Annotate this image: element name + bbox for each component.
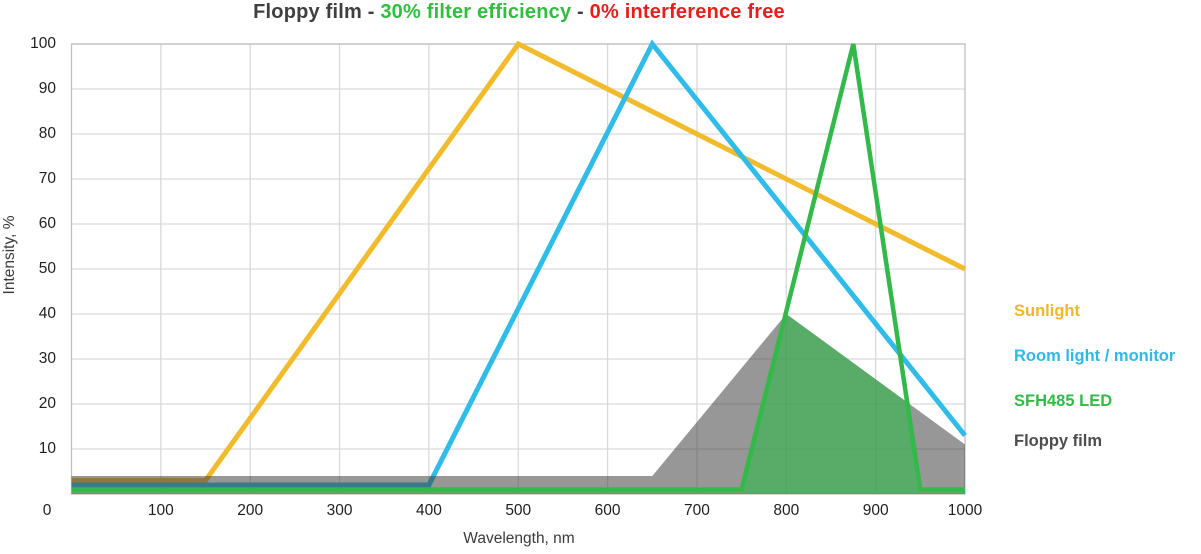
y-tick-30: 30 xyxy=(38,350,56,367)
legend-item-sfh485-led: SFH485 LED xyxy=(1014,392,1113,410)
x-axis-title: Wavelength, nm xyxy=(463,530,575,547)
origin-tick-label: 0 xyxy=(42,502,52,519)
x-tick-1000: 1000 xyxy=(947,502,983,519)
y-tick-60: 60 xyxy=(38,215,56,232)
y-tick-70: 70 xyxy=(38,170,56,187)
y-tick-10: 10 xyxy=(38,440,56,457)
x-tick-500: 500 xyxy=(505,502,532,519)
legend-item-room-light: Room light / monitor xyxy=(1014,347,1176,365)
title-part-floppy-film: Floppy film - xyxy=(253,1,381,23)
y-tick-80: 80 xyxy=(38,125,56,142)
x-tick-900: 900 xyxy=(862,502,889,519)
x-tick-600: 600 xyxy=(594,502,621,519)
y-tick-90: 90 xyxy=(38,80,56,97)
led-floppy-overlap-area xyxy=(71,314,965,494)
chart-title: Floppy film - 30% filter efficiency - 0%… xyxy=(72,1,966,24)
x-tick-700: 700 xyxy=(684,502,710,519)
x-tick-100: 100 xyxy=(147,502,174,519)
x-tick-200: 200 xyxy=(237,502,264,519)
x-tick-300: 300 xyxy=(326,502,353,519)
legend-item-floppy-film: Floppy film xyxy=(1014,432,1102,450)
title-part-dash: - xyxy=(571,1,590,23)
title-part-interference-free: 0% interference free xyxy=(589,1,785,23)
x-tick-400: 400 xyxy=(415,502,442,519)
title-part-filter-efficiency: 30% filter efficiency xyxy=(380,1,572,23)
legend-item-sunlight: Sunlight xyxy=(1014,302,1080,320)
y-tick-40: 40 xyxy=(38,305,56,322)
x-tick-800: 800 xyxy=(773,502,800,519)
y-tick-50: 50 xyxy=(38,260,56,277)
series-floppy-film-area xyxy=(71,314,965,494)
y-tick-100: 100 xyxy=(30,35,56,52)
y-tick-20: 20 xyxy=(38,395,56,412)
